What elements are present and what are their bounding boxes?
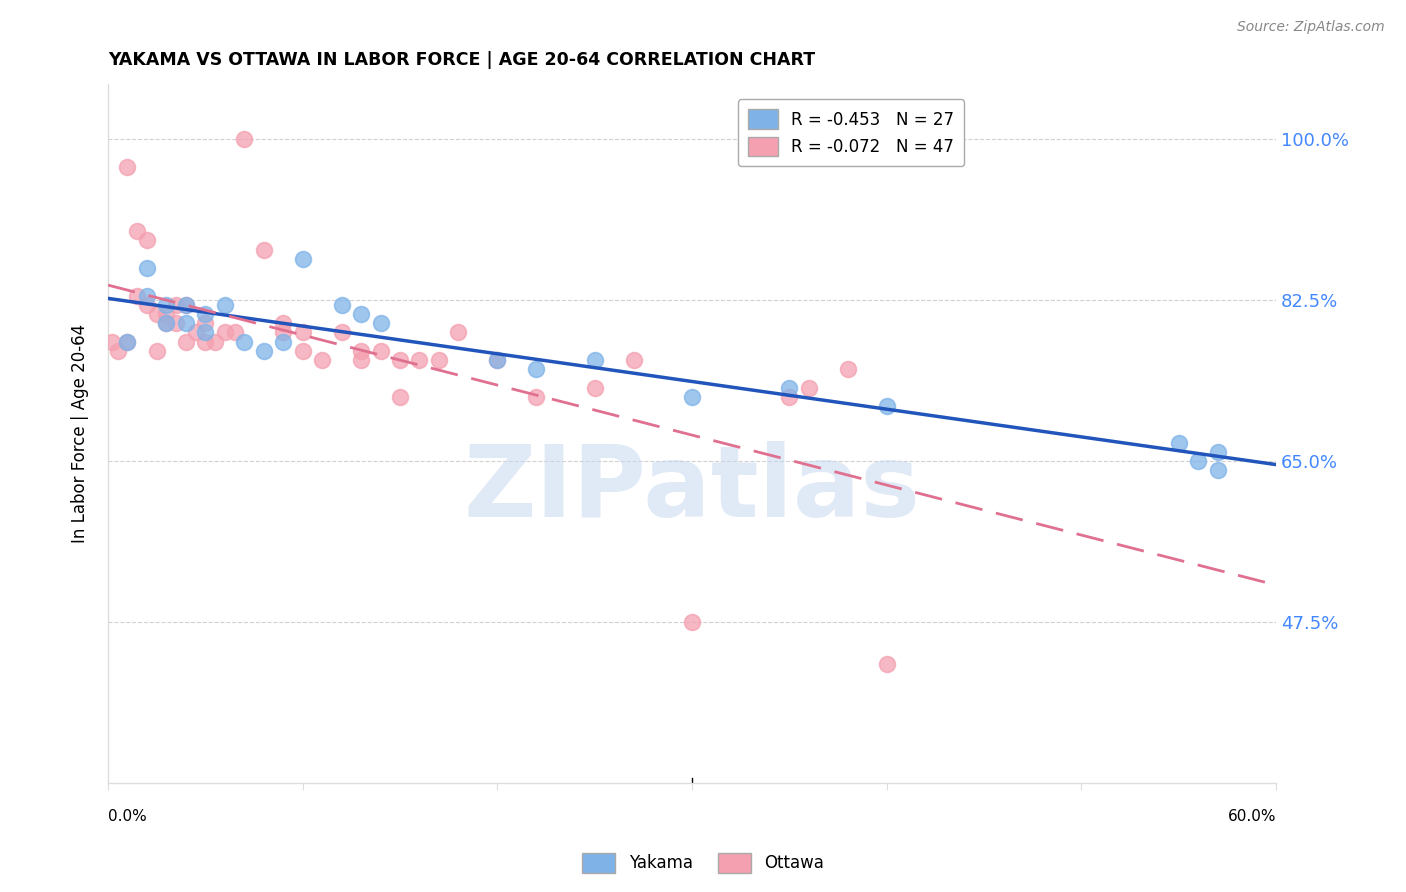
Point xyxy=(155,298,177,312)
Point xyxy=(583,353,606,368)
Point xyxy=(253,343,276,358)
Point xyxy=(165,298,187,312)
Point xyxy=(174,316,197,330)
Point xyxy=(681,390,703,404)
Point xyxy=(291,326,314,340)
Point xyxy=(214,298,236,312)
Y-axis label: In Labor Force | Age 20-64: In Labor Force | Age 20-64 xyxy=(72,324,89,543)
Legend: R = -0.453   N = 27, R = -0.072   N = 47: R = -0.453 N = 27, R = -0.072 N = 47 xyxy=(738,99,965,166)
Point xyxy=(117,334,139,349)
Point xyxy=(174,298,197,312)
Point xyxy=(524,390,547,404)
Point xyxy=(135,298,157,312)
Point xyxy=(135,261,157,276)
Point xyxy=(271,316,294,330)
Point xyxy=(291,343,314,358)
Point xyxy=(117,160,139,174)
Point xyxy=(350,343,373,358)
Point xyxy=(135,234,157,248)
Point xyxy=(127,288,149,302)
Point xyxy=(271,334,294,349)
Point xyxy=(388,353,411,368)
Point xyxy=(311,353,333,368)
Point xyxy=(184,326,207,340)
Text: Source: ZipAtlas.com: Source: ZipAtlas.com xyxy=(1237,20,1385,34)
Point xyxy=(233,132,256,146)
Point xyxy=(447,326,470,340)
Point xyxy=(194,334,217,349)
Point xyxy=(876,399,898,413)
Point xyxy=(145,307,167,321)
Point xyxy=(350,353,373,368)
Point xyxy=(681,615,703,630)
Point xyxy=(778,390,800,404)
Point xyxy=(1187,454,1209,468)
Point xyxy=(253,243,276,257)
Point xyxy=(388,390,411,404)
Point xyxy=(165,316,187,330)
Point xyxy=(204,334,226,349)
Point xyxy=(127,224,149,238)
Point xyxy=(1206,463,1229,477)
Point xyxy=(194,316,217,330)
Point xyxy=(271,326,294,340)
Text: 60.0%: 60.0% xyxy=(1227,809,1277,824)
Point xyxy=(623,353,645,368)
Point xyxy=(837,362,859,376)
Point xyxy=(486,353,509,368)
Point xyxy=(797,381,820,395)
Point xyxy=(233,334,256,349)
Point xyxy=(101,334,124,349)
Point xyxy=(876,657,898,671)
Point xyxy=(155,316,177,330)
Point xyxy=(174,334,197,349)
Point xyxy=(1206,445,1229,459)
Point xyxy=(107,343,129,358)
Point xyxy=(370,316,392,330)
Text: YAKAMA VS OTTAWA IN LABOR FORCE | AGE 20-64 CORRELATION CHART: YAKAMA VS OTTAWA IN LABOR FORCE | AGE 20… xyxy=(108,51,815,69)
Point xyxy=(214,326,236,340)
Point xyxy=(145,343,167,358)
Point xyxy=(350,307,373,321)
Point xyxy=(174,298,197,312)
Point xyxy=(524,362,547,376)
Point xyxy=(330,326,353,340)
Point xyxy=(427,353,450,368)
Text: 0.0%: 0.0% xyxy=(108,809,146,824)
Text: ZIPatlas: ZIPatlas xyxy=(464,441,921,538)
Point xyxy=(135,288,157,302)
Point xyxy=(408,353,430,368)
Point xyxy=(778,381,800,395)
Point xyxy=(486,353,509,368)
Point xyxy=(155,316,177,330)
Point xyxy=(194,307,217,321)
Point xyxy=(224,326,246,340)
Legend: Yakama, Ottawa: Yakama, Ottawa xyxy=(575,847,831,880)
Point xyxy=(583,381,606,395)
Point xyxy=(1167,435,1189,450)
Point xyxy=(291,252,314,266)
Point xyxy=(117,334,139,349)
Point xyxy=(370,343,392,358)
Point xyxy=(330,298,353,312)
Point xyxy=(194,326,217,340)
Point xyxy=(155,307,177,321)
